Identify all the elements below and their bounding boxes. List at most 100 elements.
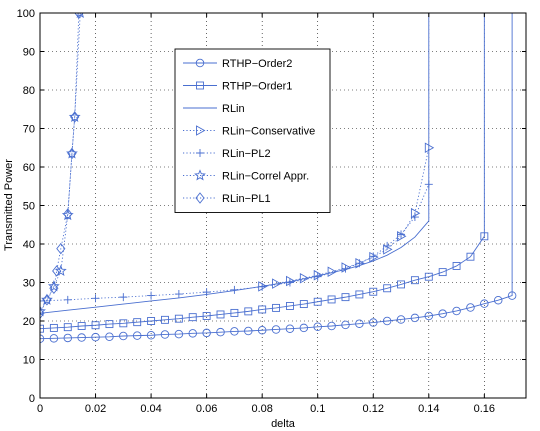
data-point — [40, 305, 46, 317]
data-point — [67, 147, 77, 160]
x-tick-label: 0.16 — [474, 403, 495, 415]
data-point — [119, 331, 128, 341]
legend-marker — [196, 81, 204, 90]
y-tick-label: 0 — [29, 393, 35, 405]
data-point — [341, 264, 350, 273]
data-point — [244, 307, 253, 316]
data-point — [258, 282, 267, 291]
y-tick-label: 50 — [23, 201, 35, 213]
data-point — [424, 180, 433, 189]
ticks: 0 0.02 0.04 0.06 0.08 0.1 0.12 0.14 0.16 0 10 20 30 4… — [17, 8, 526, 415]
x-tick-label: 0.02 — [85, 403, 106, 415]
data-point — [369, 251, 379, 263]
data-point — [313, 297, 322, 306]
data-point — [355, 290, 364, 299]
series-line — [40, 13, 485, 330]
x-axis-label: delta — [271, 418, 296, 430]
legend-label: RTHP−Order2 — [222, 58, 292, 70]
x-tick-label: 0.14 — [418, 403, 439, 415]
data-point — [341, 293, 350, 302]
legend-label: RLin−PL1 — [222, 193, 271, 205]
legend-label: RLin−Correl Appr. — [222, 171, 309, 183]
data-point — [91, 321, 100, 330]
data-point — [230, 327, 239, 336]
data-point — [369, 318, 378, 327]
data-point — [49, 282, 59, 294]
legend-entry: RLin−PL2 — [183, 148, 271, 160]
data-point — [493, 295, 503, 305]
x-tick-label: 0.12 — [363, 403, 384, 415]
data-point — [466, 303, 475, 312]
data-point — [66, 147, 78, 159]
legend-entry: RLin−Correl Appr. — [183, 169, 309, 183]
data-point — [424, 142, 435, 154]
data-point — [299, 323, 309, 333]
x-tick-label: 0.1 — [310, 403, 325, 415]
data-point — [40, 307, 45, 320]
data-point — [119, 319, 128, 328]
legend-marker — [195, 58, 205, 68]
data-point — [285, 278, 294, 287]
legend: RTHP−Order2 RTHP−Order1 RLin RLin−Conservat… — [174, 48, 331, 213]
series-line — [40, 13, 80, 314]
data-point — [466, 252, 475, 261]
data-point — [76, 13, 84, 19]
data-point — [271, 325, 281, 334]
data-point — [285, 324, 295, 333]
data-point — [91, 294, 100, 303]
data-point — [452, 261, 461, 270]
data-point — [174, 314, 183, 323]
data-point — [132, 331, 142, 340]
data-point — [40, 324, 44, 333]
data-point — [396, 315, 406, 324]
data-point — [63, 333, 73, 343]
data-point — [63, 208, 73, 220]
data-point — [202, 328, 211, 338]
data-point — [74, 13, 84, 19]
data-point — [49, 323, 58, 332]
legend-entry: RTHP−Order1 — [183, 81, 292, 93]
y-tick-label: 10 — [23, 355, 35, 367]
legend-marker — [196, 125, 206, 136]
data-point — [63, 295, 72, 304]
data-point — [369, 287, 378, 296]
series-2 — [40, 13, 489, 333]
series-layer — [40, 13, 517, 343]
legend-entry: RLin — [183, 103, 245, 115]
data-point — [105, 320, 114, 329]
y-tick-label: 100 — [17, 8, 35, 20]
data-point — [202, 288, 211, 297]
y-tick-label: 30 — [23, 278, 35, 290]
series-line — [40, 13, 81, 312]
data-point — [383, 241, 392, 250]
data-point — [41, 293, 53, 305]
x-tick-label: 0 — [37, 403, 43, 415]
data-point — [299, 300, 308, 309]
data-point — [188, 329, 197, 338]
data-point — [507, 291, 517, 300]
data-point — [480, 232, 489, 241]
data-point — [68, 110, 81, 122]
series-7 — [40, 13, 84, 320]
data-point — [382, 316, 392, 326]
data-point — [355, 259, 364, 268]
legend-label: RLin−PL2 — [222, 148, 271, 160]
data-point — [397, 280, 405, 289]
x-tick-label: 0.04 — [140, 403, 161, 415]
data-point — [147, 317, 156, 325]
series-5 — [40, 180, 433, 305]
data-point — [160, 330, 170, 339]
data-point — [272, 303, 281, 312]
series-line — [40, 13, 513, 340]
data-point — [77, 333, 86, 342]
data-point — [70, 111, 80, 123]
data-point — [174, 329, 184, 339]
data-point — [327, 321, 336, 331]
data-point — [244, 326, 253, 336]
data-point — [147, 291, 156, 300]
data-point — [161, 315, 169, 324]
y-tick-label: 70 — [23, 124, 35, 136]
x-tick-label: 0.06 — [196, 403, 217, 415]
legend-label: RLin−Conservative — [222, 126, 315, 138]
